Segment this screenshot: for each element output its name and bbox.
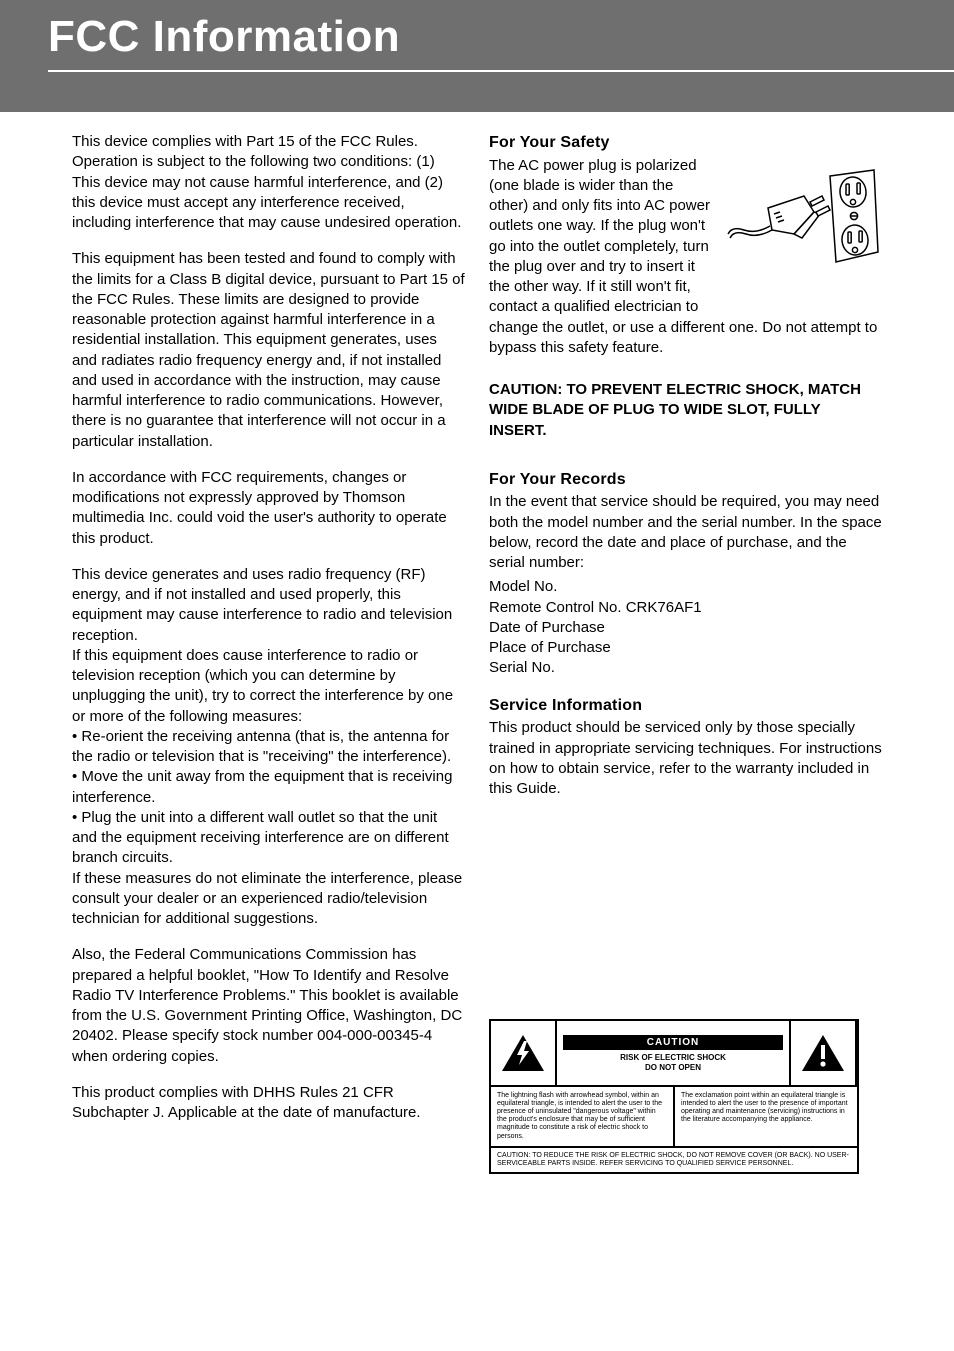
service-section: Service Information This product should … [489, 695, 882, 800]
date-of-purchase: Date of Purchase [489, 618, 882, 638]
page-title: FCC Information [48, 0, 954, 72]
warning-lightning-cell [491, 1021, 557, 1085]
rf-measures-intro: If this equipment does cause interferenc… [72, 646, 465, 727]
warning-caption-line2: DO NOT OPEN [563, 1063, 783, 1072]
header-spacer [48, 72, 954, 112]
rf-measure-2: • Move the unit away from the equipment … [72, 767, 465, 808]
records-section: For Your Records In the event that servi… [489, 469, 882, 679]
rf-intro: This device generates and uses radio fre… [72, 565, 465, 646]
warning-footer: CAUTION: TO REDUCE THE RISK OF ELECTRIC … [491, 1148, 857, 1172]
dhhs-compliance: This product complies with DHHS Rules 21… [72, 1083, 465, 1124]
safety-section: For Your Safety [489, 132, 882, 374]
safety-heading: For Your Safety [489, 132, 882, 154]
left-column: This device complies with Part 15 of the… [72, 132, 465, 1174]
rf-measures-list: • Re-orient the receiving antenna (that … [72, 727, 465, 869]
fcc-booklet: Also, the Federal Communications Commiss… [72, 945, 465, 1067]
content-columns: This device complies with Part 15 of the… [0, 112, 954, 1194]
fcc-modifications: In accordance with FCC requirements, cha… [72, 468, 465, 549]
fcc-part15: This device complies with Part 15 of the… [72, 132, 465, 233]
remote-no: Remote Control No. CRK76AF1 [489, 598, 882, 618]
records-lines: Model No. Remote Control No. CRK76AF1 Da… [489, 577, 882, 678]
warning-box: CAUTION RISK OF ELECTRIC SHOCK DO NOT OP… [489, 1019, 859, 1173]
rf-consult: If these measures do not eliminate the i… [72, 869, 465, 930]
rf-measure-1: • Re-orient the receiving antenna (that … [72, 727, 465, 768]
warning-bottom-row: The lightning flash with arrowhead symbo… [491, 1087, 857, 1147]
warning-caption-line1: RISK OF ELECTRIC SHOCK [563, 1053, 783, 1062]
warning-caption-cell: CAUTION RISK OF ELECTRIC SHOCK DO NOT OP… [557, 1021, 791, 1085]
service-body: This product should be serviced only by … [489, 718, 882, 799]
page-header: FCC Information [0, 0, 954, 112]
warning-lightning-text: The lightning flash with arrowhead symbo… [491, 1087, 675, 1145]
warning-exclaim-cell [791, 1021, 857, 1085]
plug-outlet-icon [722, 162, 882, 292]
warning-top-row: CAUTION RISK OF ELECTRIC SHOCK DO NOT OP… [491, 1021, 857, 1087]
warning-exclaim-text: The exclamation point within an equilate… [675, 1087, 857, 1145]
lightning-triangle-icon [500, 1033, 546, 1073]
safety-body-wrap: The AC power plug is polarized (one blad… [489, 156, 882, 359]
records-heading: For Your Records [489, 469, 882, 491]
rf-measure-3: • Plug the unit into a different wall ou… [72, 808, 465, 869]
fcc-classb: This equipment has been tested and found… [72, 249, 465, 452]
service-heading: Service Information [489, 695, 882, 717]
warning-caption-bar: CAUTION [563, 1035, 783, 1051]
right-column: For Your Safety [489, 132, 882, 1174]
caution-shock: CAUTION: TO PREVENT ELECTRIC SHOCK, MATC… [489, 380, 882, 441]
exclamation-triangle-icon [800, 1033, 846, 1073]
place-of-purchase: Place of Purchase [489, 638, 882, 658]
model-no: Model No. [489, 577, 882, 597]
serial-no: Serial No. [489, 658, 882, 678]
records-body: In the event that service should be requ… [489, 492, 882, 573]
